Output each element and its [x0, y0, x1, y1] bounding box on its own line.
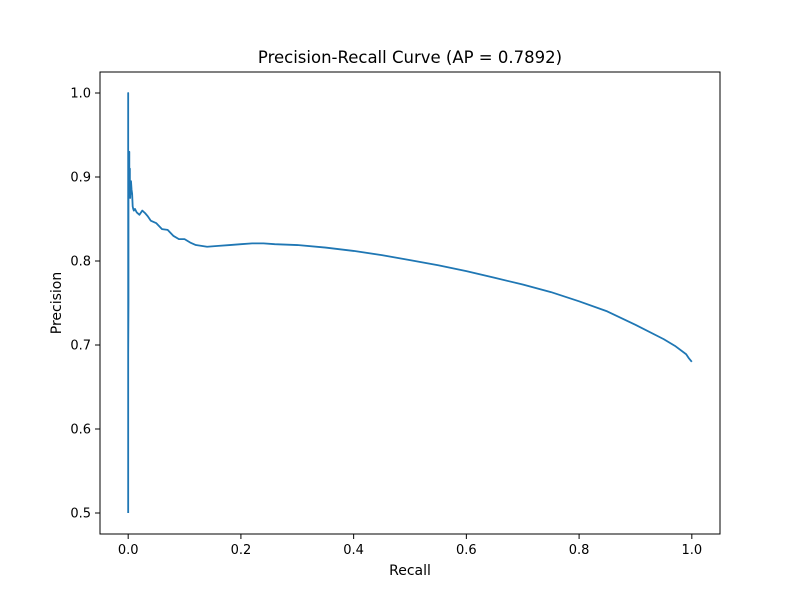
y-tick-label: 0.6	[70, 423, 91, 438]
chart-title: Precision-Recall Curve (AP = 0.7892)	[258, 48, 562, 67]
y-tick-label: 0.8	[70, 255, 91, 270]
plot-frame	[99, 71, 721, 535]
y-tick-label: 0.7	[70, 339, 91, 354]
x-tick-label: 0.2	[231, 543, 252, 558]
x-tick-label: 1.0	[681, 543, 702, 558]
x-tick-label: 0.4	[343, 543, 364, 558]
y-tick-label: 0.5	[70, 507, 91, 522]
x-axis-label: Recall	[389, 563, 431, 579]
axis-ticks: 0.0 0.2 0.4 0.6 0.8 1.0 0.5 0.6 0.7 0.8 0.9 1.0	[70, 87, 702, 559]
x-tick-label: 0.0	[118, 543, 139, 558]
y-tick-label: 0.9	[70, 171, 91, 186]
y-axis-label: Precision	[49, 272, 65, 334]
x-tick-label: 0.6	[456, 543, 477, 558]
x-tick-label: 0.8	[569, 543, 590, 558]
pr-curve-line	[127, 92, 693, 513]
y-tick-label: 1.0	[70, 87, 91, 102]
